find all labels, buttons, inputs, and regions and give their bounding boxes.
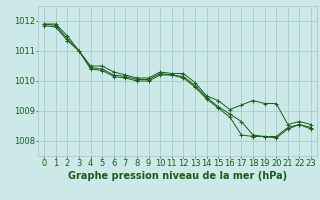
X-axis label: Graphe pression niveau de la mer (hPa): Graphe pression niveau de la mer (hPa) xyxy=(68,171,287,181)
